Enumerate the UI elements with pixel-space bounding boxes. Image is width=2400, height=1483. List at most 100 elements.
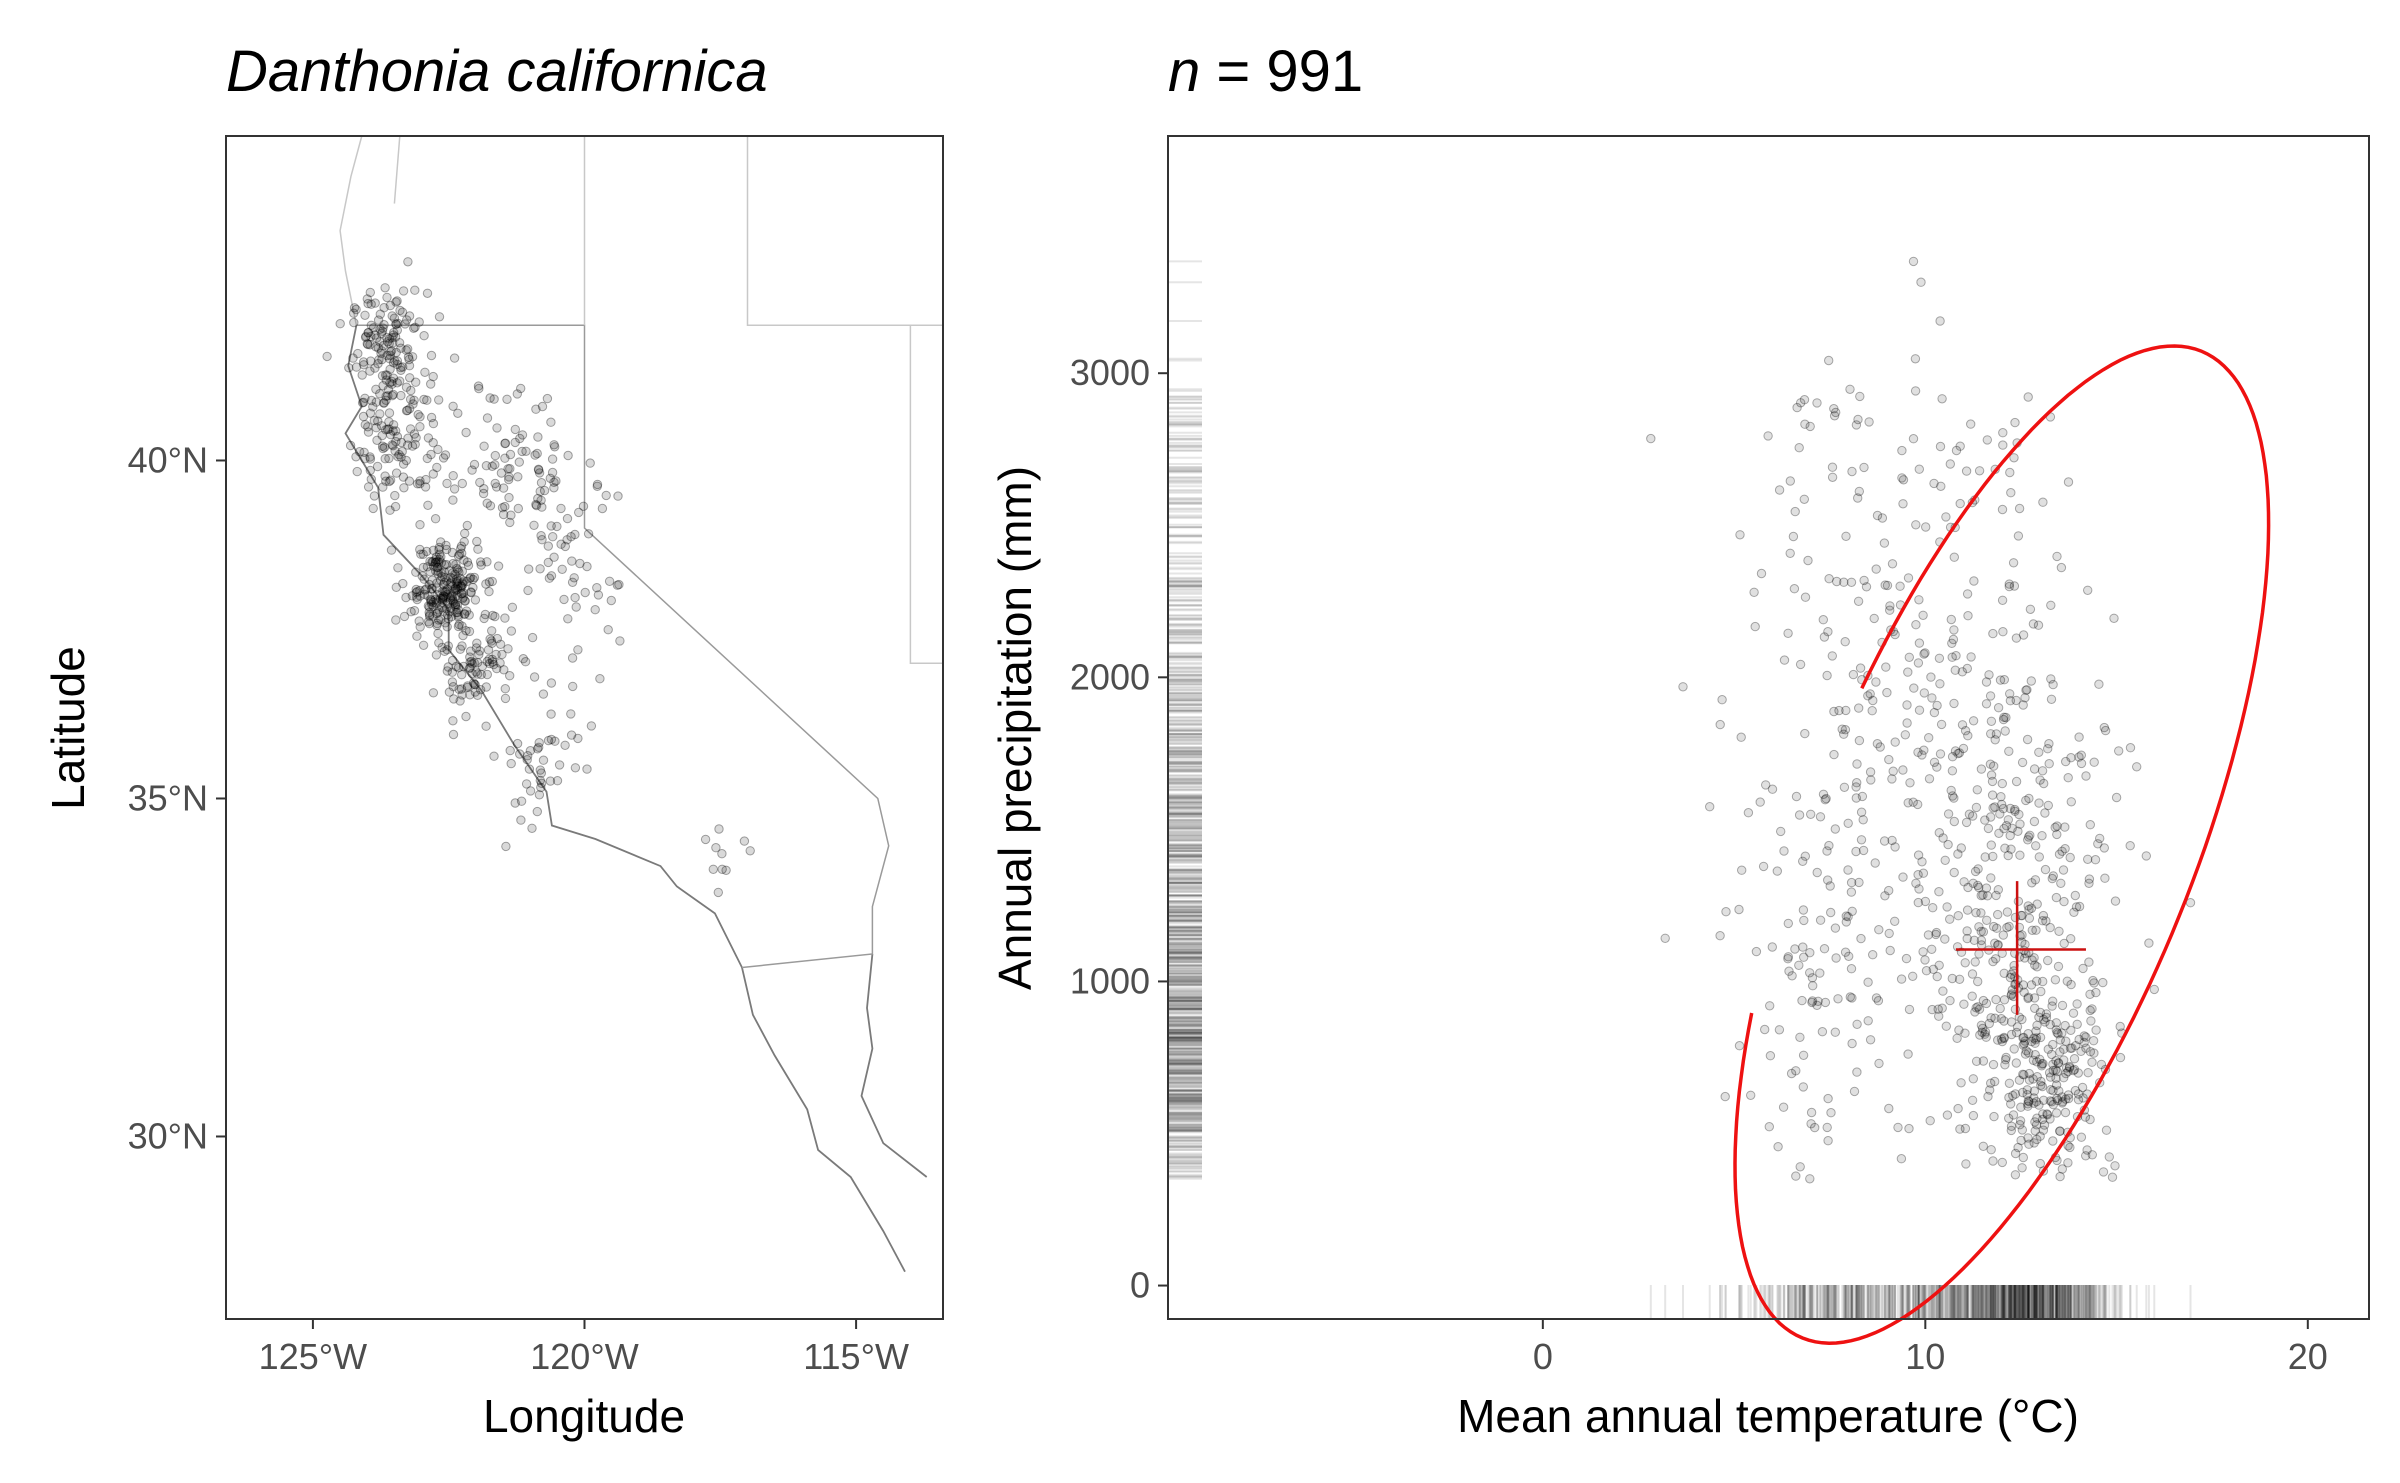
map-point [489, 394, 499, 404]
scatter-point [2141, 851, 2152, 861]
scatter-point [1765, 1001, 1775, 1011]
map-point [492, 633, 502, 644]
map-point [434, 312, 445, 322]
map-point [436, 552, 446, 562]
map-point [352, 466, 362, 477]
scatter-point [1934, 1011, 1944, 1021]
scatter-point [2013, 531, 2024, 541]
occurrence-points [322, 257, 755, 898]
scatter-point [1949, 793, 1959, 803]
scatter-point [1827, 472, 1838, 482]
scatter-point [1853, 414, 1863, 425]
map-point [559, 594, 569, 605]
scatter-point [1746, 1090, 1756, 1101]
map-point [349, 317, 359, 328]
map-point [467, 668, 477, 679]
map-point [603, 625, 613, 635]
scatter-point [1800, 851, 1811, 861]
scatter-point [2057, 1028, 2067, 1038]
scatter-point [1755, 797, 1765, 807]
map-point [349, 303, 360, 313]
scatter-point [2089, 1048, 2099, 1058]
map-point [384, 334, 395, 344]
scatter-point [2053, 1029, 2063, 1039]
scatter-point [1896, 974, 1907, 984]
map-point [461, 427, 471, 438]
map-point [546, 571, 557, 581]
map-point [456, 684, 467, 694]
scatter-point [2059, 1073, 2069, 1083]
map-point [436, 575, 446, 585]
map-point [428, 688, 439, 698]
scatter-point [2041, 916, 2051, 926]
scatter-point [1826, 907, 1836, 918]
map-point [566, 532, 576, 542]
scatter-point [1720, 1091, 1730, 1102]
map-point [436, 568, 446, 578]
scatter-point [1735, 530, 1745, 540]
map-point [544, 573, 555, 583]
scatter-point [2061, 1068, 2071, 1079]
map-point [370, 298, 380, 308]
scatter-point [1815, 915, 1826, 925]
scatter-point [1890, 842, 1900, 852]
scatter-point [1958, 743, 1969, 754]
map-point [460, 609, 470, 619]
scatter-point [1986, 873, 1996, 883]
scatter-point [1938, 986, 1948, 996]
map-point [401, 382, 412, 392]
scatter-point [1971, 802, 1982, 813]
scatter-point [1854, 703, 1864, 713]
map-point [537, 502, 547, 512]
scatter-point [1968, 811, 1978, 821]
scatter-point [2023, 993, 2033, 1004]
scatter-point [1881, 662, 1891, 672]
scatter-point [1960, 726, 1971, 736]
map-point [476, 560, 486, 570]
scatter-point [1826, 1108, 1836, 1118]
map-point [401, 406, 412, 416]
scatter-point [1913, 658, 1924, 668]
map-point [385, 505, 395, 515]
scatter-point [2015, 819, 2025, 829]
map-point [524, 564, 534, 574]
scatter-point [2021, 795, 2031, 806]
scatter-point [1807, 973, 1818, 983]
map-point [595, 674, 605, 684]
map-point [448, 558, 458, 569]
map-point [582, 561, 592, 572]
scatter-point [1800, 728, 1810, 739]
scatter-point [1940, 934, 1950, 944]
map-point [533, 464, 544, 474]
x-tick-label: 10 [1905, 1336, 1945, 1377]
scatter-point [2010, 806, 2020, 816]
scatter-point [2099, 843, 2110, 853]
scatter-point [2086, 1016, 2096, 1026]
map-y-tick-label: 30°N [128, 1115, 208, 1156]
scatter-point [1978, 890, 1988, 900]
scatter-point [2083, 854, 2093, 864]
scatter-point [1856, 835, 1867, 845]
scatter-point [2005, 689, 2015, 699]
scatter-point [1968, 716, 1979, 726]
map-point [362, 294, 372, 304]
scatter-point [2010, 1148, 2021, 1159]
map-point [402, 405, 413, 416]
scatter-point [2060, 822, 2070, 832]
map-point [397, 446, 407, 457]
map-point [407, 591, 417, 601]
scatter-point [2107, 1172, 2118, 1182]
map-point [391, 615, 401, 625]
map-point [536, 782, 546, 793]
map-point [457, 578, 467, 588]
map-point [418, 549, 428, 559]
scatter-point [2071, 902, 2082, 912]
scatter-point [2019, 1070, 2029, 1080]
scatter-point [1903, 798, 1913, 808]
scatter-point [1903, 667, 1913, 677]
map-x-axis-label: Longitude [483, 1390, 685, 1442]
scatter-point [1919, 688, 1930, 698]
scatter-point [2038, 910, 2049, 921]
map-point [453, 621, 464, 632]
scatter-point [1885, 601, 1895, 611]
